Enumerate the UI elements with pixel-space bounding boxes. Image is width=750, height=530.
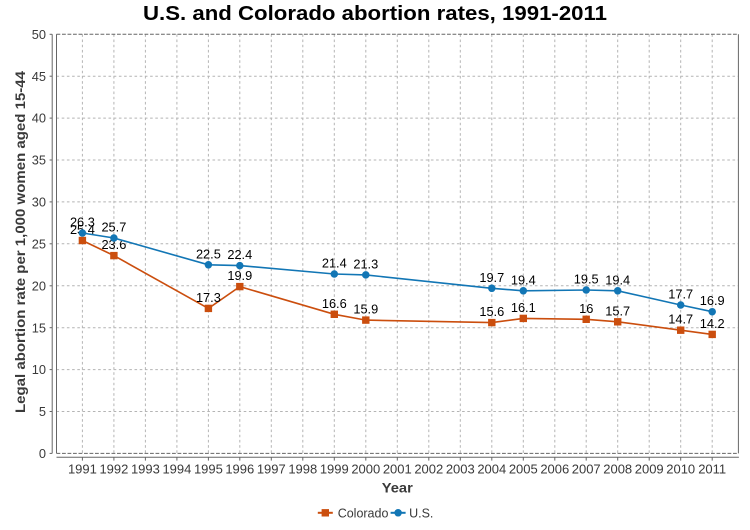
svg-text:10: 10 xyxy=(32,362,46,377)
svg-text:2009: 2009 xyxy=(635,461,664,476)
svg-text:2010: 2010 xyxy=(666,461,695,476)
svg-text:2000: 2000 xyxy=(351,461,380,476)
svg-text:2006: 2006 xyxy=(540,461,569,476)
svg-text:19.5: 19.5 xyxy=(574,272,599,287)
svg-text:14.2: 14.2 xyxy=(700,316,725,331)
svg-text:40: 40 xyxy=(32,111,46,126)
svg-text:2001: 2001 xyxy=(383,461,412,476)
svg-text:2002: 2002 xyxy=(414,461,443,476)
svg-text:Year: Year xyxy=(382,481,414,496)
svg-text:1993: 1993 xyxy=(131,461,160,476)
svg-text:15.9: 15.9 xyxy=(353,302,378,317)
svg-text:2003: 2003 xyxy=(446,461,475,476)
svg-text:2007: 2007 xyxy=(572,461,601,476)
svg-text:20: 20 xyxy=(32,278,46,293)
svg-text:1998: 1998 xyxy=(288,461,317,476)
svg-text:Legal abortion rate per 1,000: Legal abortion rate per 1,000 women aged… xyxy=(13,70,28,413)
svg-text:45: 45 xyxy=(32,69,46,84)
svg-text:U.S.: U.S. xyxy=(409,506,433,520)
svg-text:16.6: 16.6 xyxy=(322,296,347,311)
svg-text:21.4: 21.4 xyxy=(322,256,347,271)
svg-text:16: 16 xyxy=(579,301,593,316)
svg-text:35: 35 xyxy=(32,153,46,168)
svg-text:23.6: 23.6 xyxy=(101,237,126,252)
svg-text:2005: 2005 xyxy=(509,461,538,476)
svg-text:22.5: 22.5 xyxy=(196,246,221,261)
svg-text:17.3: 17.3 xyxy=(196,290,221,305)
svg-text:1994: 1994 xyxy=(162,461,191,476)
svg-text:1999: 1999 xyxy=(320,461,349,476)
svg-text:U.S. and Colorado abortion rat: U.S. and Colorado abortion rates, 1991-2… xyxy=(143,3,607,25)
svg-text:1992: 1992 xyxy=(99,461,128,476)
svg-text:2008: 2008 xyxy=(603,461,632,476)
svg-text:50: 50 xyxy=(32,27,46,42)
svg-text:2011: 2011 xyxy=(698,461,726,476)
svg-text:19.4: 19.4 xyxy=(511,272,536,287)
svg-text:5: 5 xyxy=(39,404,46,419)
svg-text:17.7: 17.7 xyxy=(668,287,693,302)
svg-text:1995: 1995 xyxy=(194,461,223,476)
svg-text:26.3: 26.3 xyxy=(70,215,95,230)
svg-text:19.7: 19.7 xyxy=(479,270,504,285)
svg-text:21.3: 21.3 xyxy=(353,256,378,271)
svg-text:15: 15 xyxy=(32,320,46,335)
svg-text:22.4: 22.4 xyxy=(227,247,252,262)
svg-text:1997: 1997 xyxy=(257,461,286,476)
svg-text:30: 30 xyxy=(32,195,46,210)
svg-text:16.9: 16.9 xyxy=(700,293,725,308)
svg-text:1996: 1996 xyxy=(225,461,254,476)
svg-text:15.6: 15.6 xyxy=(479,304,504,319)
svg-text:0: 0 xyxy=(39,446,46,461)
svg-text:16.1: 16.1 xyxy=(511,300,536,315)
svg-text:15.7: 15.7 xyxy=(605,303,630,318)
svg-text:19.4: 19.4 xyxy=(605,272,630,287)
svg-text:25: 25 xyxy=(32,236,46,251)
svg-text:25.7: 25.7 xyxy=(101,220,126,235)
svg-text:2004: 2004 xyxy=(477,461,506,476)
svg-text:19.9: 19.9 xyxy=(227,268,252,283)
svg-text:1991: 1991 xyxy=(68,461,97,476)
svg-text:14.7: 14.7 xyxy=(668,312,693,327)
svg-text:Colorado: Colorado xyxy=(338,506,389,520)
